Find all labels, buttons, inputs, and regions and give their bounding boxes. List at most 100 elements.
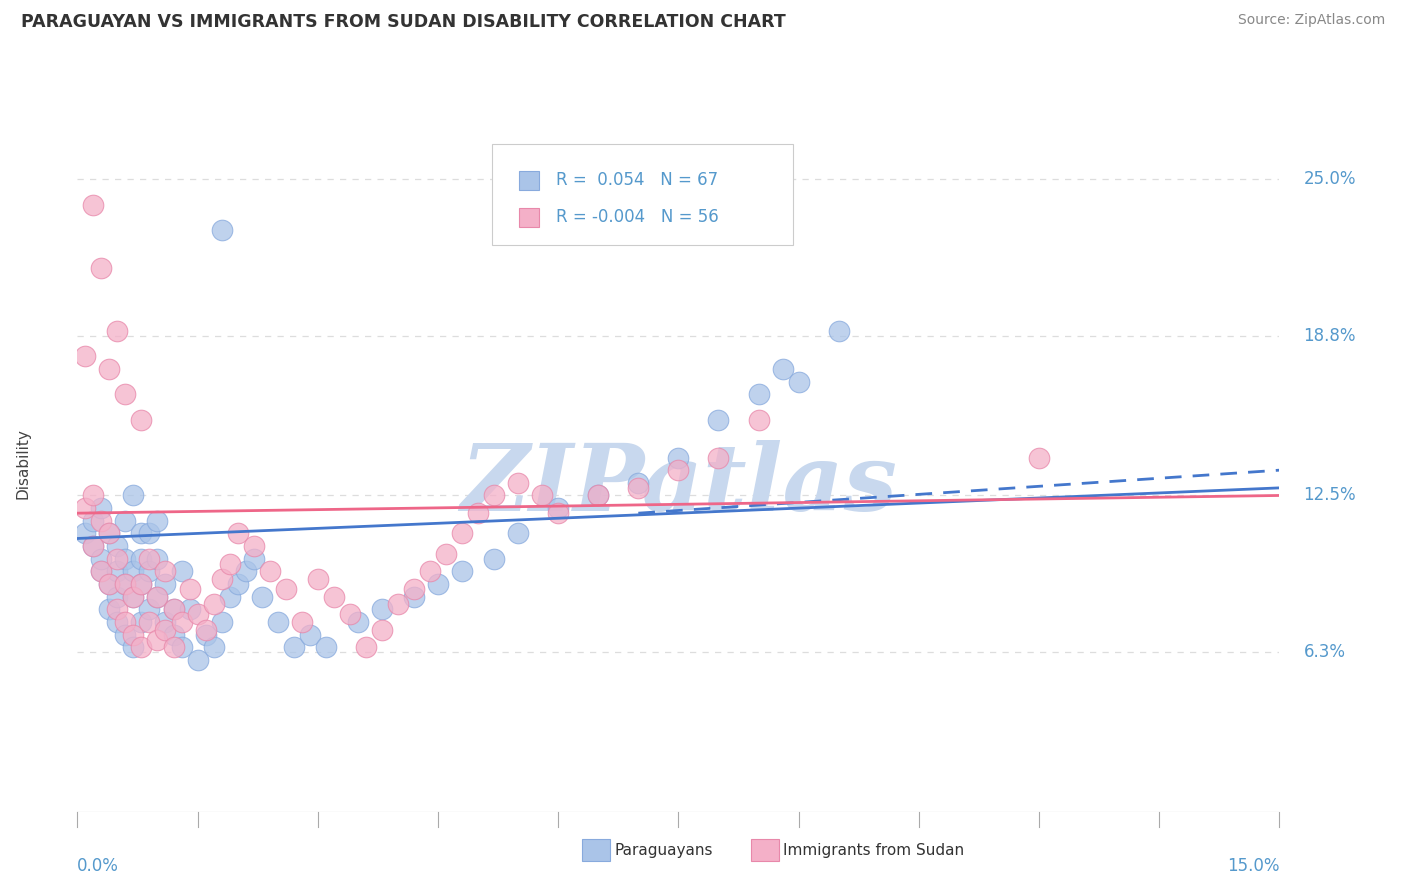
Point	[155, 565, 177, 579]
Point	[98, 362, 121, 376]
Point	[114, 387, 136, 401]
Point	[402, 590, 425, 604]
Point	[90, 514, 112, 528]
Point	[451, 526, 474, 541]
Point	[114, 615, 136, 629]
Point	[138, 526, 160, 541]
Point	[107, 602, 129, 616]
Point	[202, 640, 225, 655]
Point	[98, 602, 121, 616]
Point	[508, 475, 530, 490]
Point	[131, 640, 153, 655]
Point	[787, 375, 810, 389]
Point	[307, 572, 329, 586]
Point	[242, 539, 264, 553]
Point	[114, 577, 136, 591]
Point	[186, 653, 209, 667]
Point	[114, 514, 136, 528]
Point	[162, 602, 184, 616]
Point	[211, 615, 233, 629]
Point	[138, 565, 160, 579]
Point	[339, 607, 361, 622]
Point	[259, 565, 281, 579]
Point	[402, 582, 425, 596]
Point	[122, 640, 145, 655]
Point	[98, 577, 121, 591]
Point	[122, 488, 145, 502]
Text: PARAGUAYAN VS IMMIGRANTS FROM SUDAN DISABILITY CORRELATION CHART: PARAGUAYAN VS IMMIGRANTS FROM SUDAN DISA…	[21, 13, 786, 31]
Text: 15.0%: 15.0%	[1227, 857, 1279, 875]
Point	[451, 565, 474, 579]
Point	[707, 450, 730, 465]
Point	[387, 597, 409, 611]
Point	[98, 526, 121, 541]
Point	[131, 577, 153, 591]
Point	[131, 551, 153, 566]
Point	[138, 551, 160, 566]
Point	[155, 623, 177, 637]
Point	[508, 526, 530, 541]
Point	[170, 565, 193, 579]
Point	[75, 349, 97, 363]
Text: Source: ZipAtlas.com: Source: ZipAtlas.com	[1237, 13, 1385, 28]
Point	[90, 501, 112, 516]
Point	[162, 627, 184, 641]
Point	[75, 501, 97, 516]
Point	[131, 615, 153, 629]
Point	[828, 324, 851, 338]
Point	[668, 450, 690, 465]
Point	[131, 412, 153, 426]
Point	[315, 640, 337, 655]
Point	[434, 547, 457, 561]
Text: 12.5%: 12.5%	[1303, 486, 1357, 505]
Point	[179, 602, 201, 616]
Point	[122, 590, 145, 604]
Point	[218, 590, 240, 604]
Point	[82, 488, 104, 502]
Point	[146, 632, 169, 647]
Point	[467, 506, 489, 520]
Point	[354, 640, 377, 655]
Point	[107, 590, 129, 604]
Point	[146, 590, 169, 604]
Point	[122, 565, 145, 579]
Text: ZIPatlas: ZIPatlas	[460, 440, 897, 530]
Point	[668, 463, 690, 477]
Point	[82, 539, 104, 553]
Point	[82, 539, 104, 553]
Point	[218, 557, 240, 571]
Point	[291, 615, 314, 629]
Point	[131, 577, 153, 591]
Point	[75, 526, 97, 541]
Point	[298, 627, 321, 641]
Point	[122, 627, 145, 641]
Point	[347, 615, 370, 629]
Point	[107, 539, 129, 553]
Text: R = -0.004   N = 56: R = -0.004 N = 56	[555, 208, 718, 227]
Point	[138, 602, 160, 616]
Point	[588, 488, 610, 502]
Point	[114, 577, 136, 591]
Point	[122, 590, 145, 604]
Text: Paraguayans: Paraguayans	[614, 843, 713, 857]
Point	[90, 565, 112, 579]
Point	[131, 526, 153, 541]
Point	[155, 615, 177, 629]
Point	[202, 597, 225, 611]
Point	[235, 565, 257, 579]
Text: 25.0%: 25.0%	[1303, 170, 1355, 188]
Point	[90, 565, 112, 579]
Point	[155, 577, 177, 591]
Point	[170, 640, 193, 655]
Point	[107, 551, 129, 566]
Point	[82, 197, 104, 211]
Point	[627, 481, 650, 495]
Point	[588, 488, 610, 502]
Point	[107, 565, 129, 579]
Point	[186, 607, 209, 622]
Point	[90, 551, 112, 566]
Text: Immigrants from Sudan: Immigrants from Sudan	[783, 843, 965, 857]
Point	[138, 615, 160, 629]
Point	[250, 590, 273, 604]
Point	[82, 514, 104, 528]
